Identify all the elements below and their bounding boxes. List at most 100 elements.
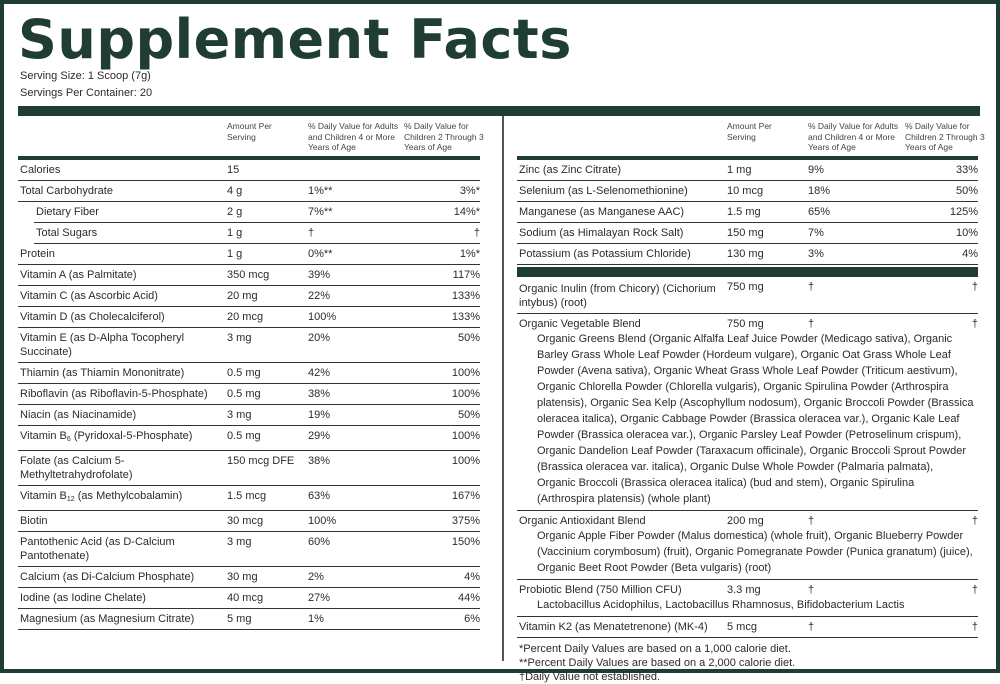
nutrient-row: Calcium (as Di-Calcium Phosphate) 30 mg 2%… [18,567,480,588]
nutrient-name-text: Iodine (as Iodine Chelate) [20,592,146,604]
nutrient-row: Niacin (as Niacinamide) 3 mg 19% 50% [18,405,480,426]
header-dv-child: % Daily Value for Children 2 Through 3 Y… [404,121,484,152]
nutrient-row: Vitamin K2 (as Menatetrenone) (MK-4) 5 mc… [517,617,978,638]
nutrient-row: Dietary Fiber 2 g 7%** 14%* [34,202,480,223]
nutrient-row: Potassium (as Potassium Chloride) 130 mg 3… [517,244,978,265]
nutrient-name: Vitamin A (as Palmitate) [20,268,220,282]
dv-adult: 1%** [308,185,333,197]
amount: 1 g [227,227,243,239]
nutrient-name-text: Folate (as Calcium 5-Methyltetrahydrofol… [20,455,133,481]
nutrient-name-suffix: (Pyridoxal-5-Phosphate) [70,430,193,442]
nutrient-name: Organic Vegetable Blend [519,317,719,331]
dv-adult: 100% [308,311,337,323]
dv-child: 50% [457,409,480,421]
nutrient-row: Organic Inulin (from Chicory) (Cichorium… [517,277,978,314]
nutrient-name-text: Niacin (as Niacinamide) [20,409,137,421]
nutrient-name: Probiotic Blend (750 Million CFU) [519,583,719,597]
blend-ingredients: Lactobacillus Acidophilus, Lactobacillus… [537,599,905,611]
nutrient-name: Riboflavin (as Riboflavin-5-Phosphate) [20,387,220,401]
amount: 150 mcg DFE [227,455,295,467]
nutrient-name: Niacin (as Niacinamide) [20,408,220,422]
nutrient-row: Folate (as Calcium 5-Methyltetrahydrofol… [18,451,480,486]
amount: 750 mg [727,318,764,330]
amount: 1 g [227,248,243,260]
header-amount: Amount Per Serving [727,121,772,142]
nutrient-row: Calories 15 [18,160,480,181]
amount: 0.5 mg [227,430,261,442]
nutrient-name-text: Calcium (as Di-Calcium Phosphate) [20,571,195,583]
amount: 1.5 mg [727,206,761,218]
dv-child: 6% [464,613,480,625]
nutrient-name: Biotin [20,514,220,528]
dv-child: 10% [955,227,978,239]
nutrient-name-text: Protein [20,248,55,260]
nutrient-name: Thiamin (as Thiamin Mononitrate) [20,366,220,380]
left-column: Amount Per Serving % Daily Value for Adu… [18,116,484,630]
nutrient-row: Vitamin C (as Ascorbic Acid) 20 mg 22% 133% [18,286,480,307]
dv-adult: 60% [308,536,331,548]
nutrient-name-text: Riboflavin (as Riboflavin-5-Phosphate) [20,388,208,400]
dv-child: 3%* [459,185,480,197]
nutrient-row: Pantothenic Acid (as D-Calcium Pantothen… [18,532,480,567]
right-column: Amount Per Serving % Daily Value for Adu… [517,116,985,684]
nutrient-name-text: Organic Inulin (from Chicory) (Cichorium… [519,283,716,309]
dv-adult: 27% [308,592,331,604]
nutrient-name-text: Selenium (as L-Selenomethionine) [519,185,688,197]
dv-adult: 38% [308,455,331,467]
nutrient-name-text: Vitamin B [20,490,67,502]
nutrient-name: Vitamin D (as Cholecalciferol) [20,310,220,324]
amount: 5 mcg [727,621,757,633]
dv-adult: 65% [808,206,831,218]
dv-adult: 2% [308,571,324,583]
dv-child: 4% [962,248,978,260]
nutrient-name: Protein [20,247,220,261]
dv-adult: 22% [308,290,331,302]
dv-child: 117% [452,269,480,281]
dv-child: 14%* [453,206,480,218]
nutrient-row: Organic Antioxidant Blend 200 mg † † Organic… [517,511,978,580]
dv-adult: 9% [808,164,824,176]
amount: 30 mcg [227,515,264,527]
nutrient-name: Total Carbohydrate [20,184,220,198]
dv-adult: † [808,281,815,293]
nutrient-name: Dietary Fiber [36,205,236,219]
amount: 30 mg [227,571,258,583]
nutrient-row: Thiamin (as Thiamin Mononitrate) 0.5 mg 42… [18,363,480,384]
amount: 0.5 mg [227,388,261,400]
nutrient-row: Biotin 30 mcg 100% 375% [18,511,480,532]
dv-adult: 7%** [308,206,333,218]
nutrient-name-text: Biotin [20,515,48,527]
nutrient-row: Organic Vegetable Blend 750 mg † † Organic G… [517,314,978,511]
dv-child: † [971,318,978,330]
dv-adult: † [808,621,815,633]
dv-adult: 63% [308,490,331,502]
dv-child: † [971,281,978,293]
nutrient-row: Vitamin E (as D-Alpha Tocopheryl Succina… [18,328,480,363]
dv-child: † [971,515,978,527]
nutrient-name-text: Total Sugars [36,227,98,239]
nutrient-row: Magnesium (as Magnesium Citrate) 5 mg 1% 6% [18,609,480,630]
nutrient-name-text: Organic Antioxidant Blend [519,515,646,527]
header-dv-adult: % Daily Value for Adults and Children 4 … [308,121,399,152]
dv-child: 150% [451,536,480,548]
dv-child: 100% [451,367,480,379]
nutrient-name-text: Sodium (as Himalayan Rock Salt) [519,227,684,239]
amount: 350 mcg [227,269,270,281]
dv-child: 100% [451,388,480,400]
amount: 2 g [227,206,243,218]
dv-child: 133% [451,311,480,323]
dv-adult: 0%** [308,248,333,260]
nutrient-row: Sodium (as Himalayan Rock Salt) 150 mg 7% 1… [517,223,978,244]
nutrient-row: Selenium (as L-Selenomethionine) 10 mcg 18… [517,181,978,202]
blend-ingredients: Organic Apple Fiber Powder (Malus domest… [537,530,973,574]
dv-child: 50% [955,185,978,197]
dv-adult: † [308,227,315,239]
nutrient-name: Magnesium (as Magnesium Citrate) [20,612,220,626]
page-title: Supplement Facts [18,8,572,71]
column-divider [502,116,504,661]
amount: 40 mcg [227,592,264,604]
servings-per-container: Servings Per Container: 20 [20,87,153,99]
dv-adult: † [808,515,815,527]
dv-child: 100% [451,455,480,467]
dv-child: 33% [955,164,978,176]
